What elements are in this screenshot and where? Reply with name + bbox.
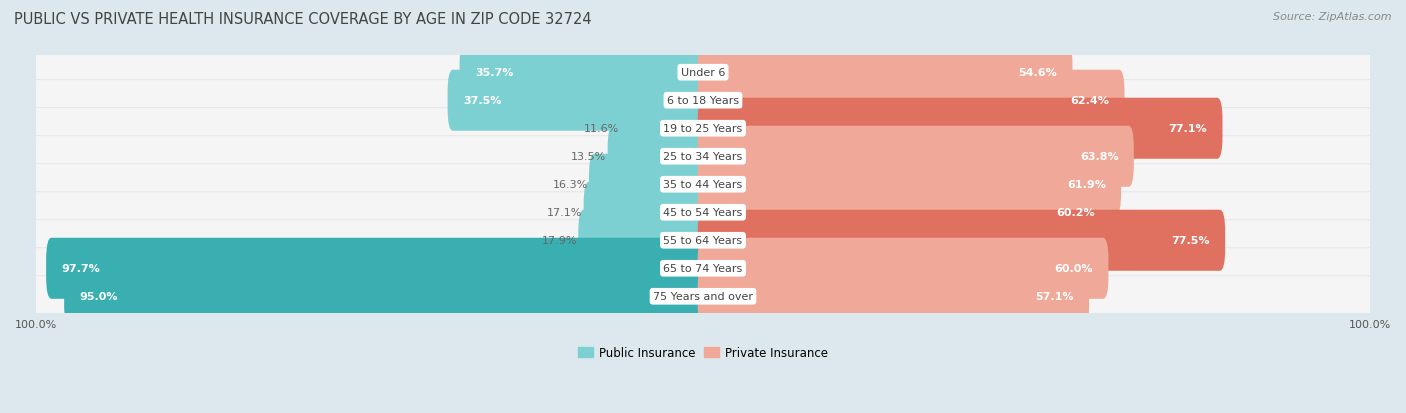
Text: Under 6: Under 6 bbox=[681, 68, 725, 78]
Text: 16.3%: 16.3% bbox=[553, 180, 588, 190]
FancyBboxPatch shape bbox=[65, 266, 709, 327]
Text: 17.1%: 17.1% bbox=[547, 208, 582, 218]
FancyBboxPatch shape bbox=[34, 276, 1372, 317]
FancyBboxPatch shape bbox=[589, 154, 709, 215]
FancyBboxPatch shape bbox=[697, 98, 1222, 159]
FancyBboxPatch shape bbox=[697, 238, 1108, 299]
FancyBboxPatch shape bbox=[34, 248, 1372, 289]
Text: 57.1%: 57.1% bbox=[1035, 292, 1074, 301]
Text: 77.1%: 77.1% bbox=[1168, 124, 1208, 134]
Text: 61.9%: 61.9% bbox=[1067, 180, 1105, 190]
FancyBboxPatch shape bbox=[34, 220, 1372, 261]
FancyBboxPatch shape bbox=[34, 109, 1372, 150]
Text: 77.5%: 77.5% bbox=[1171, 236, 1209, 246]
FancyBboxPatch shape bbox=[447, 71, 709, 131]
Text: 45 to 54 Years: 45 to 54 Years bbox=[664, 208, 742, 218]
Text: 6 to 18 Years: 6 to 18 Years bbox=[666, 96, 740, 106]
FancyBboxPatch shape bbox=[34, 81, 1372, 121]
FancyBboxPatch shape bbox=[697, 43, 1073, 104]
Text: 25 to 34 Years: 25 to 34 Years bbox=[664, 152, 742, 162]
FancyBboxPatch shape bbox=[697, 210, 1225, 271]
FancyBboxPatch shape bbox=[34, 52, 1372, 93]
FancyBboxPatch shape bbox=[583, 182, 709, 243]
Text: 35 to 44 Years: 35 to 44 Years bbox=[664, 180, 742, 190]
FancyBboxPatch shape bbox=[620, 98, 709, 159]
Text: 11.6%: 11.6% bbox=[583, 124, 619, 134]
Text: 63.8%: 63.8% bbox=[1080, 152, 1118, 162]
Text: 65 to 74 Years: 65 to 74 Years bbox=[664, 263, 742, 273]
FancyBboxPatch shape bbox=[34, 164, 1372, 205]
Text: 75 Years and over: 75 Years and over bbox=[652, 292, 754, 301]
FancyBboxPatch shape bbox=[46, 238, 709, 299]
Text: 60.0%: 60.0% bbox=[1054, 263, 1092, 273]
FancyBboxPatch shape bbox=[34, 136, 1372, 177]
FancyBboxPatch shape bbox=[697, 182, 1109, 243]
FancyBboxPatch shape bbox=[460, 43, 709, 104]
Text: 55 to 64 Years: 55 to 64 Years bbox=[664, 236, 742, 246]
Text: 17.9%: 17.9% bbox=[541, 236, 576, 246]
Text: Source: ZipAtlas.com: Source: ZipAtlas.com bbox=[1274, 12, 1392, 22]
Text: 19 to 25 Years: 19 to 25 Years bbox=[664, 124, 742, 134]
FancyBboxPatch shape bbox=[578, 210, 709, 271]
FancyBboxPatch shape bbox=[697, 154, 1121, 215]
FancyBboxPatch shape bbox=[697, 71, 1125, 131]
Text: 13.5%: 13.5% bbox=[571, 152, 606, 162]
Text: 62.4%: 62.4% bbox=[1070, 96, 1109, 106]
FancyBboxPatch shape bbox=[697, 126, 1133, 188]
FancyBboxPatch shape bbox=[34, 192, 1372, 233]
Text: 97.7%: 97.7% bbox=[62, 263, 100, 273]
Text: 60.2%: 60.2% bbox=[1056, 208, 1094, 218]
Text: 54.6%: 54.6% bbox=[1018, 68, 1057, 78]
Legend: Public Insurance, Private Insurance: Public Insurance, Private Insurance bbox=[574, 342, 832, 364]
Text: 35.7%: 35.7% bbox=[475, 68, 513, 78]
Text: 95.0%: 95.0% bbox=[80, 292, 118, 301]
Text: 37.5%: 37.5% bbox=[463, 96, 502, 106]
Text: PUBLIC VS PRIVATE HEALTH INSURANCE COVERAGE BY AGE IN ZIP CODE 32724: PUBLIC VS PRIVATE HEALTH INSURANCE COVER… bbox=[14, 12, 592, 27]
FancyBboxPatch shape bbox=[607, 126, 709, 188]
FancyBboxPatch shape bbox=[697, 266, 1090, 327]
